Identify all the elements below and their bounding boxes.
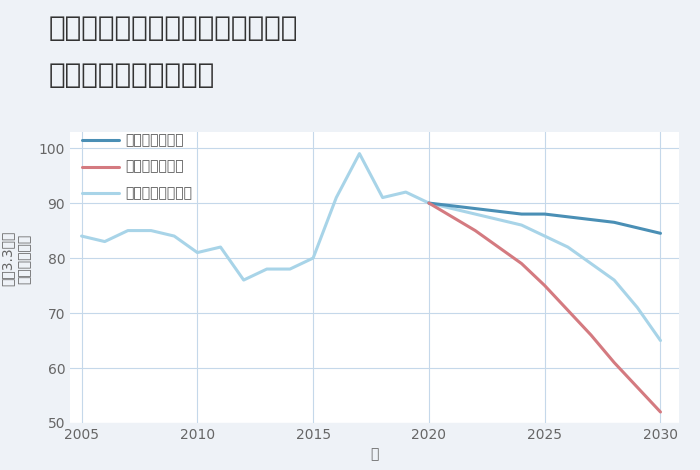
Text: 中古戸建ての価格推移: 中古戸建ての価格推移: [49, 61, 216, 89]
Text: 坪（3.3㎡）: 坪（3.3㎡）: [0, 231, 14, 286]
Text: グッドシナリオ: グッドシナリオ: [125, 133, 183, 147]
X-axis label: 年: 年: [370, 447, 379, 462]
Text: 兵庫県たつの市揖保川町金剛山の: 兵庫県たつの市揖保川町金剛山の: [49, 14, 298, 42]
Text: 単価（万円）: 単価（万円）: [18, 234, 32, 283]
Text: バッドシナリオ: バッドシナリオ: [125, 160, 183, 173]
Text: ノーマルシナリオ: ノーマルシナリオ: [125, 186, 192, 200]
